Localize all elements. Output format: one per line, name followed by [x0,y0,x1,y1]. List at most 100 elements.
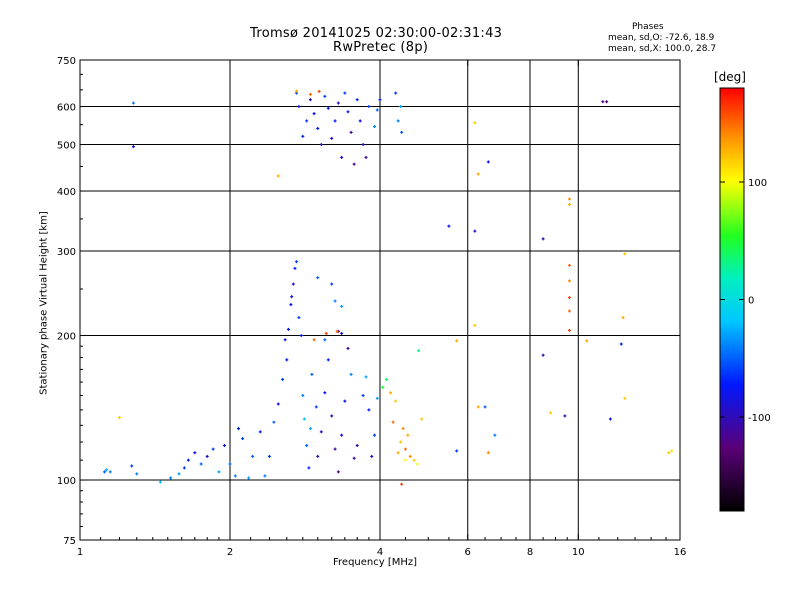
data-point [247,476,251,480]
data-point [408,454,412,458]
data-point [193,451,197,455]
data-point [317,89,321,93]
data-point [199,462,203,466]
data-point [343,399,347,403]
data-point [623,396,627,400]
y-tick-label: 300 [57,247,76,258]
data-point [567,202,571,206]
data-point [361,394,365,398]
y-tick-label: 75 [63,536,76,547]
data-point [340,304,344,308]
data-point [291,282,295,286]
colorbar-tick-label: 0 [748,296,754,307]
y-tick-label: 750 [57,56,76,67]
data-point [267,454,271,458]
data-point [352,162,356,166]
data-point [333,299,337,303]
data-point [567,296,571,300]
data-point [308,98,312,102]
data-point [361,143,365,147]
data-point [186,458,190,462]
data-point [608,417,612,421]
data-point [323,391,327,395]
data-point [205,454,209,458]
data-point [319,143,323,147]
data-point [336,470,340,474]
data-point [403,447,407,451]
data-point [352,456,356,460]
data-point [399,440,403,444]
data-point [567,279,571,283]
y-tick-label: 400 [57,187,76,198]
data-point [312,112,316,116]
data-point [330,282,334,286]
data-point [316,276,320,280]
data-points [103,89,674,486]
data-point [308,92,312,96]
data-point [601,100,605,104]
data-point [340,433,344,437]
data-point [473,323,477,327]
data-point [233,474,237,478]
data-point [349,372,353,376]
data-point [333,119,337,123]
chart-title-line1: Tromsø 20141025 02:30:00-02:31:43 [250,26,503,41]
data-point [169,476,173,480]
data-point [389,391,393,395]
data-point [399,105,403,109]
colorbar-title: [deg] [714,70,746,84]
data-point [391,420,395,424]
data-point [211,447,215,451]
data-point [276,174,280,178]
data-point [355,444,359,448]
data-point [158,480,162,484]
data-point [378,98,382,102]
data-point [297,105,301,109]
data-point [308,427,312,431]
data-point [131,145,135,149]
y-tick-label: 200 [57,332,76,343]
data-point [400,482,404,486]
data-point [305,119,309,123]
data-point [104,468,108,472]
data-point [483,405,487,409]
data-point [349,130,353,134]
data-point [406,433,410,437]
data-point [473,229,477,233]
data-point [177,472,181,476]
data-point [447,224,451,228]
data-point [417,349,421,353]
data-point [135,472,139,476]
data-point [396,451,400,455]
data-point [323,338,327,342]
data-point [585,339,589,343]
data-point [455,449,459,453]
y-tick-label: 500 [57,141,76,152]
data-point [619,342,623,346]
axis-ticks: 1 2 4 6 8 10 16 75 100 200 300 400 500 600 750 [57,56,686,558]
data-point [310,372,314,376]
data-point [412,458,416,462]
data-point [263,474,267,478]
data-point [251,454,255,458]
colorbar-ticks: 100 0 -100 [720,178,771,424]
data-point [670,449,674,453]
data-point [541,353,545,357]
data-point [394,91,398,95]
data-point [563,414,567,418]
data-point [131,101,135,105]
data-point [319,430,323,434]
data-point [223,444,227,448]
data-point [117,415,121,419]
data-point [336,101,340,105]
data-point [621,316,625,320]
data-point [549,411,553,415]
data-point [476,172,480,176]
data-point [301,394,305,398]
data-point [455,339,459,343]
data-point [358,119,362,123]
data-point [364,375,368,379]
data-point [258,430,262,434]
data-point [236,427,240,431]
